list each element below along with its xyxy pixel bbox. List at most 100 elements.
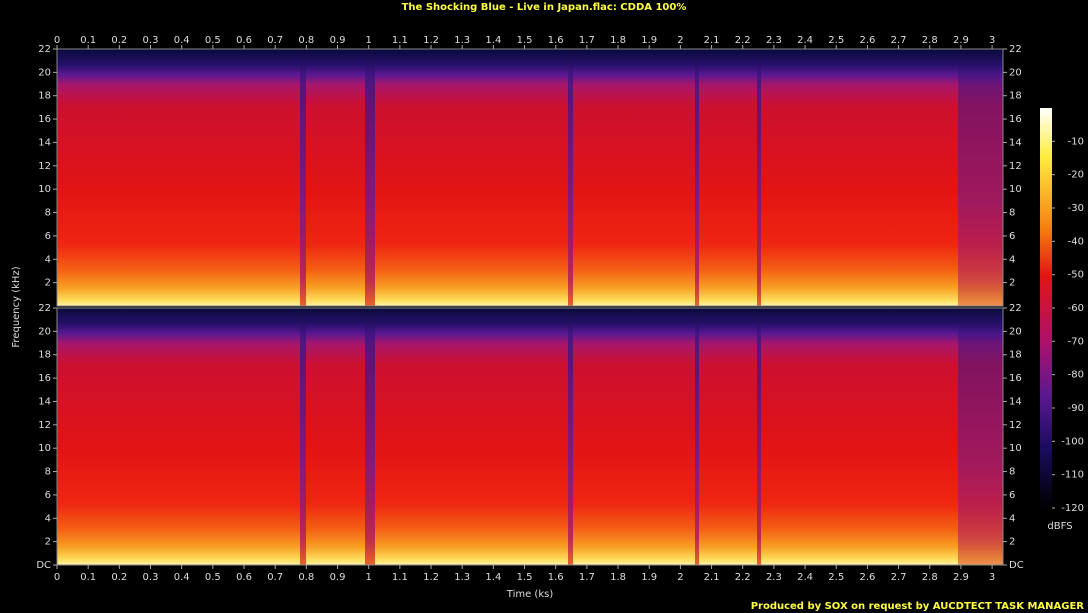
y-tick-label: 8 (45, 208, 51, 219)
y-tick-label: 16 (38, 114, 51, 125)
x-tick-label: 0.8 (298, 35, 314, 46)
colorbar-tick-label: -70 (1068, 336, 1084, 347)
x-tick-label: 1.2 (423, 572, 439, 583)
colorbar-tick-label: -30 (1068, 203, 1084, 214)
x-tick-label: 0.2 (111, 572, 127, 583)
spectrum-gap (568, 308, 573, 565)
x-tick-label: 2.8 (922, 572, 938, 583)
x-tick-label: 0 (54, 35, 60, 46)
y-tick-label: 18 (38, 91, 51, 102)
x-tick-label: 2.1 (704, 572, 720, 583)
colorbar-tick-label: -20 (1068, 170, 1084, 181)
x-tick-label: 1.8 (610, 35, 626, 46)
y-tick-label: 6 (1009, 231, 1015, 242)
x-tick-label: 1.9 (641, 35, 657, 46)
colorbar (1040, 108, 1052, 508)
colorbar-tick-label: -110 (1061, 470, 1084, 481)
x-tick-label: 1.5 (517, 35, 533, 46)
x-tick-label: 0.9 (330, 572, 346, 583)
y-tick-label: 12 (38, 420, 51, 431)
colorbar-tick-label: -80 (1068, 370, 1084, 381)
y-tick-label: DC (36, 560, 51, 571)
y-tick-label: 4 (1009, 513, 1015, 524)
x-tick-label: 0 (54, 572, 60, 583)
x-tick-label: 2.7 (891, 572, 907, 583)
title: The Shocking Blue - Live in Japan.flac: … (402, 2, 687, 13)
y-tick-label: 2 (45, 537, 51, 548)
y-tick-label: 2 (45, 278, 51, 289)
x-tick-label: 1 (366, 35, 372, 46)
y-tick-label: 12 (1009, 420, 1022, 431)
spectrum-gap (365, 308, 375, 565)
x-axis-label: Time (ks) (506, 589, 554, 600)
x-tick-label: 0.4 (174, 35, 190, 46)
spectrum-gap (568, 49, 573, 306)
x-tick-label: 0.7 (267, 35, 283, 46)
x-tick-label: 1.3 (454, 572, 470, 583)
y-tick-label: 14 (38, 396, 51, 407)
y-tick-label: 6 (1009, 490, 1015, 501)
colorbar-tick-label: -60 (1068, 303, 1084, 314)
y-tick-label: 14 (1009, 137, 1022, 148)
y-tick-label: 22 (38, 303, 51, 314)
spectrum-gap (757, 308, 761, 565)
y-tick-label: 8 (45, 467, 51, 478)
y-tick-label: 18 (38, 350, 51, 361)
x-tick-label: 2.3 (766, 35, 782, 46)
x-tick-label: 0.3 (143, 572, 159, 583)
y-tick-label: 6 (45, 231, 51, 242)
spectrum-image (57, 49, 1003, 306)
x-tick-label: 2 (677, 572, 683, 583)
spectrum-gap (958, 49, 1003, 306)
x-tick-label: 0.1 (80, 35, 96, 46)
x-tick-label: 2.7 (891, 35, 907, 46)
y-tick-label: 2 (1009, 537, 1015, 548)
x-tick-label: 0.2 (111, 35, 127, 46)
x-tick-label: 1 (366, 572, 372, 583)
spectrum-image (57, 308, 1003, 565)
x-tick-label: 0.9 (330, 35, 346, 46)
x-tick-label: 1.1 (392, 35, 408, 46)
y-tick-label: 18 (1009, 91, 1022, 102)
y-tick-label: 16 (38, 373, 51, 384)
x-tick-label: 2.6 (859, 35, 875, 46)
spectrum-gap (300, 49, 306, 306)
y-tick-label: DC (1009, 560, 1024, 571)
x-tick-label: 1.3 (454, 35, 470, 46)
spectrum-gap (958, 308, 1003, 565)
plot-frame (56, 48, 1004, 307)
colorbar-tick-label: -50 (1068, 270, 1084, 281)
x-tick-label: 0.6 (236, 572, 252, 583)
y-tick-label: 22 (1009, 303, 1022, 314)
x-tick-label: 2.1 (704, 35, 720, 46)
x-tick-label: 0.1 (80, 572, 96, 583)
spectrum-gap (757, 49, 761, 306)
x-tick-label: 0.3 (143, 35, 159, 46)
y-tick-label: 20 (38, 326, 51, 337)
y-tick-label: 18 (1009, 350, 1022, 361)
x-tick-label: 1.6 (548, 572, 564, 583)
y-tick-label: 16 (1009, 114, 1022, 125)
y-tick-label: 10 (1009, 184, 1022, 195)
x-tick-label: 0.5 (205, 35, 221, 46)
x-tick-label: 3 (989, 35, 995, 46)
y-tick-label: 6 (45, 490, 51, 501)
y-tick-label: 14 (1009, 396, 1022, 407)
x-tick-label: 1.1 (392, 572, 408, 583)
colorbar-tick-label: -120 (1061, 503, 1084, 514)
x-tick-label: 1.4 (485, 35, 501, 46)
x-tick-label: 2.9 (953, 572, 969, 583)
x-tick-label: 0.6 (236, 35, 252, 46)
x-tick-label: 1.7 (579, 572, 595, 583)
x-tick-label: 0.4 (174, 572, 190, 583)
y-tick-label: 2 (1009, 278, 1015, 289)
spectrum-gap (365, 49, 375, 306)
y-tick-label: 22 (38, 44, 51, 55)
spectrum-gap (300, 308, 306, 565)
y-axis-label: Frequency (kHz) (11, 266, 22, 347)
y-tick-label: 10 (1009, 443, 1022, 454)
x-tick-label: 0.7 (267, 572, 283, 583)
x-tick-label: 0.8 (298, 572, 314, 583)
y-tick-label: 4 (45, 254, 51, 265)
